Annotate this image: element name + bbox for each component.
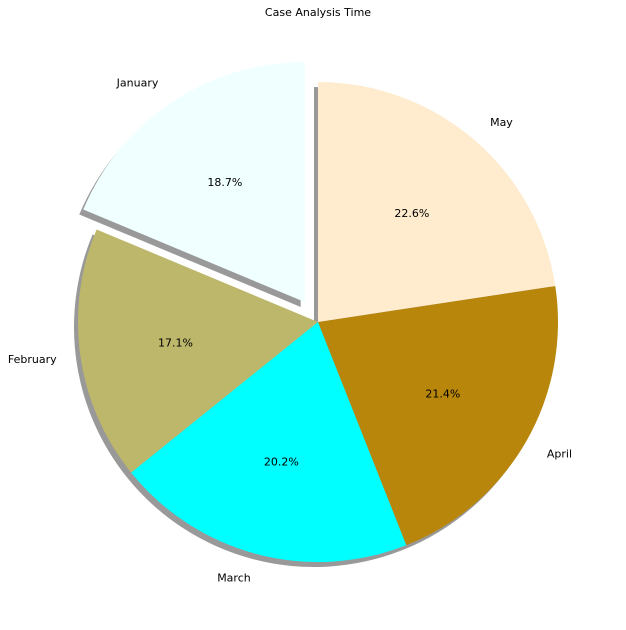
slice-may bbox=[318, 82, 556, 322]
chart-title: Case Analysis Time bbox=[265, 6, 371, 19]
slice-march bbox=[131, 322, 407, 563]
slice-february bbox=[78, 229, 318, 473]
percent-label-march: 20.2% bbox=[264, 455, 299, 468]
slice-label-january: January bbox=[116, 76, 159, 89]
pie-slices bbox=[78, 62, 559, 563]
slice-january bbox=[83, 62, 305, 303]
percent-label-february: 17.1% bbox=[158, 336, 193, 349]
slice-label-april: April bbox=[547, 448, 572, 461]
percent-labels: 18.7% 17.1% 20.2% 21.4% 22.6% bbox=[158, 176, 460, 468]
percent-label-april: 21.4% bbox=[425, 388, 460, 401]
percent-label-january: 18.7% bbox=[207, 176, 242, 189]
slice-labels: January February March April May bbox=[8, 76, 572, 584]
slice-label-may: May bbox=[490, 116, 513, 129]
slice-label-february: February bbox=[8, 353, 57, 366]
slice-april bbox=[318, 285, 559, 546]
percent-label-may: 22.6% bbox=[394, 207, 429, 220]
slice-label-march: March bbox=[217, 571, 251, 584]
